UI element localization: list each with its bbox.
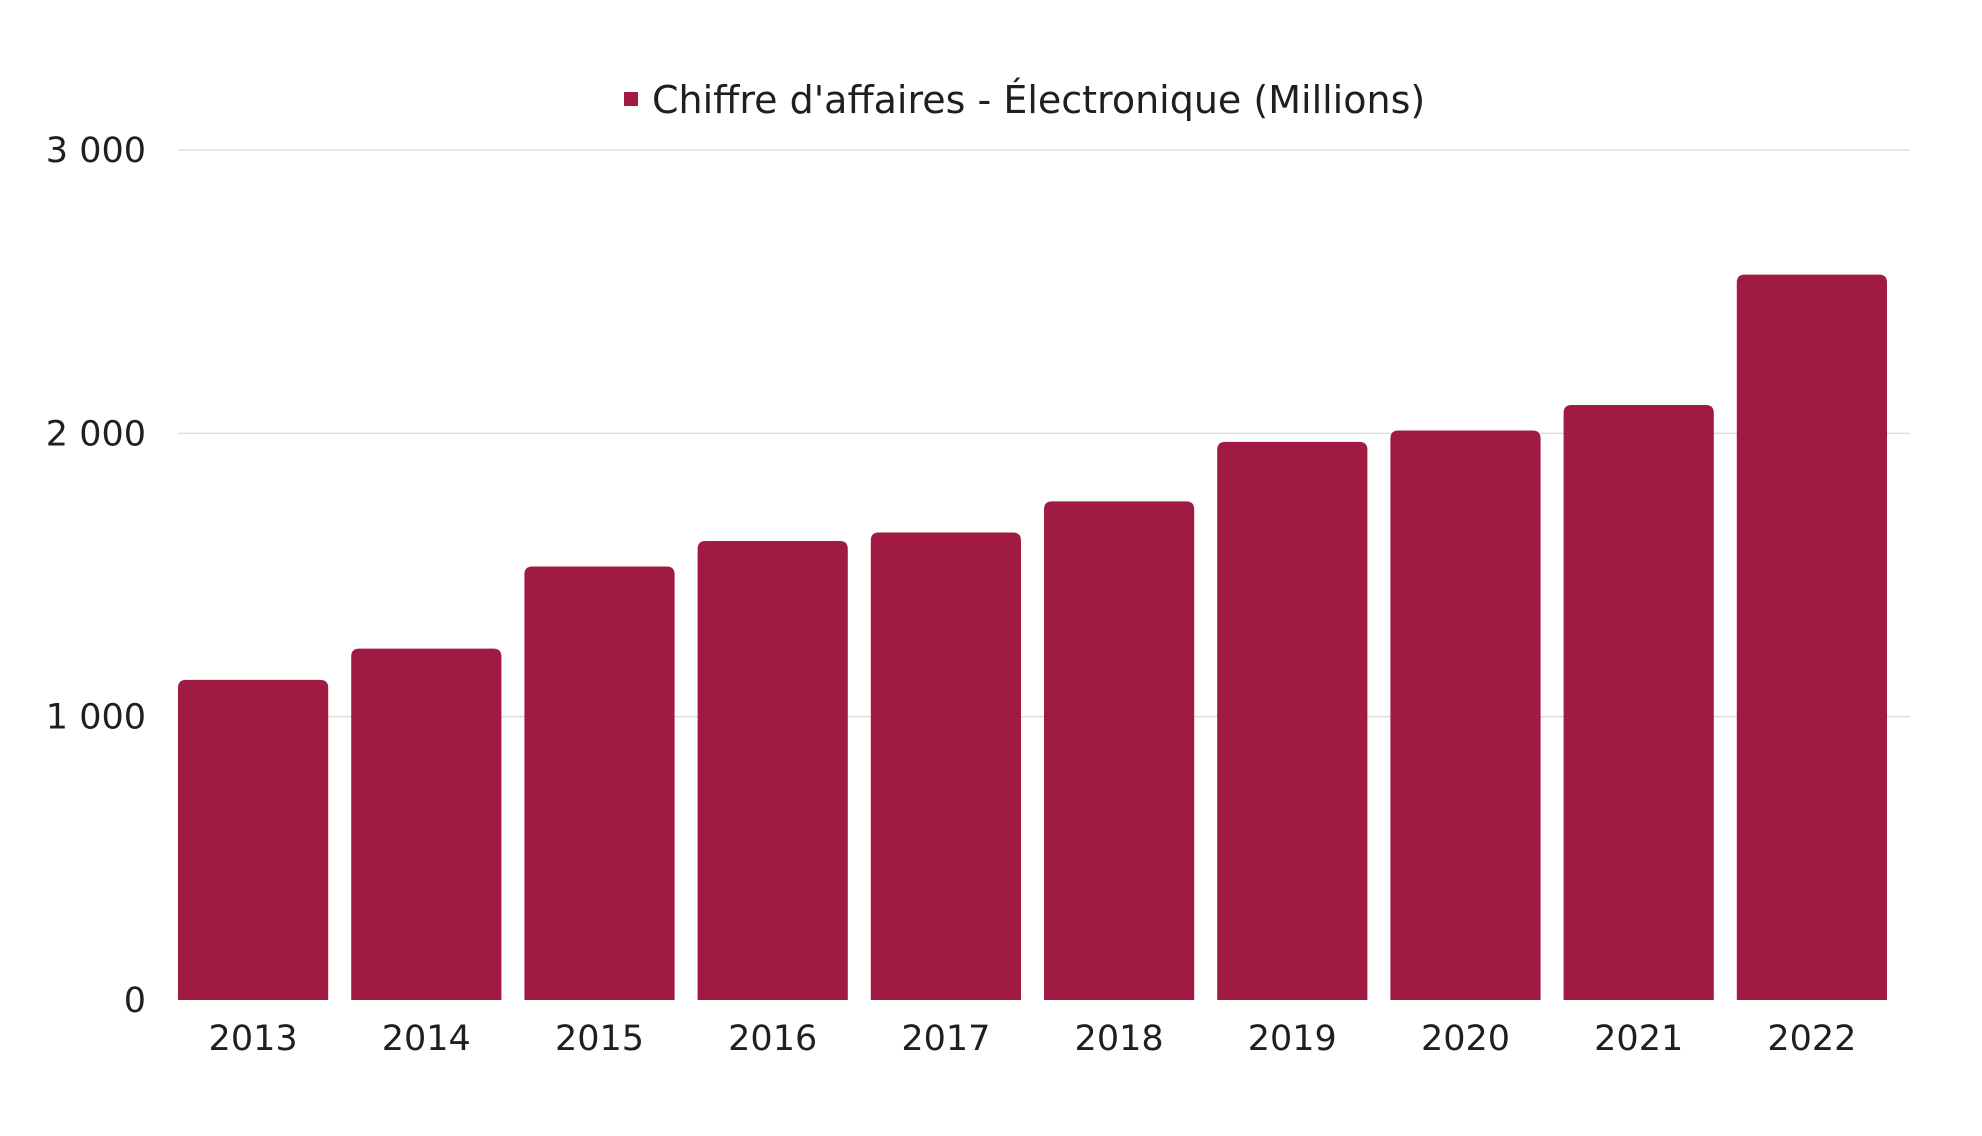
x-axis-tick-labels: 2013 2014 2015 2016 2017 2018 2019 2020 2021 2022 [209,1019,1857,1059]
y-tick-label: 0 [124,981,146,1021]
y-axis-tick-labels: 0 1 000 2 000 3 000 [46,131,146,1021]
bar-2019 [1217,441,1368,1000]
bar-2021 [1563,405,1714,1000]
y-tick-label: 2 000 [46,414,146,454]
legend: Chiffre d'affaires - Électronique (Milli… [624,78,1425,122]
bar-2020 [1390,430,1541,1000]
y-tick-label: 3 000 [46,131,146,171]
x-tick-label: 2022 [1767,1019,1856,1059]
legend-swatch [624,92,638,106]
y-tick-label: 1 000 [46,698,146,738]
x-tick-label: 2014 [382,1019,471,1059]
bar-2017 [870,532,1021,1000]
bar-2013 [178,679,329,1000]
bars [178,274,1887,1001]
x-tick-label: 2017 [901,1019,990,1059]
bar-2022 [1736,274,1887,1001]
x-tick-label: 2015 [555,1019,644,1059]
x-tick-label: 2013 [209,1019,298,1059]
bar-2016 [697,541,848,1000]
bar-2014 [351,648,502,1000]
x-tick-label: 2018 [1075,1019,1164,1059]
bar-2015 [524,566,675,1000]
legend-label: Chiffre d'affaires - Électronique (Milli… [652,78,1425,122]
x-tick-label: 2021 [1594,1019,1683,1059]
bar-2018 [1044,501,1195,1000]
x-tick-label: 2020 [1421,1019,1510,1059]
x-tick-label: 2016 [728,1019,817,1059]
x-tick-label: 2019 [1248,1019,1337,1059]
